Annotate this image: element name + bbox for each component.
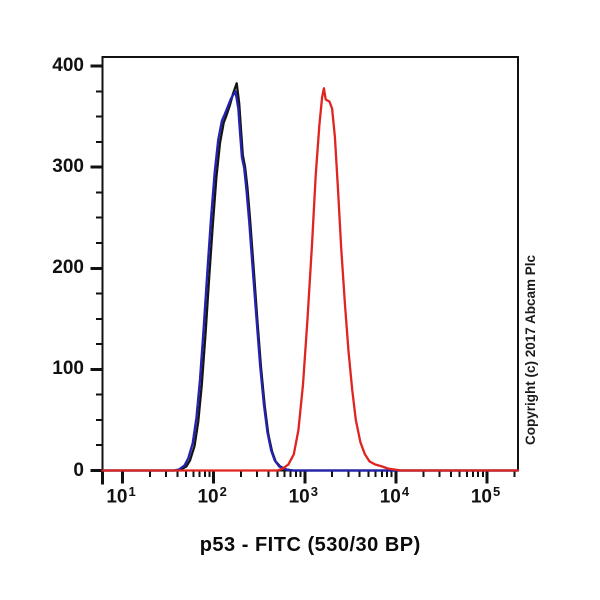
- y-tick-label: 300: [52, 156, 84, 178]
- y-tick-label: 400: [52, 55, 84, 77]
- red-curve: [101, 87, 520, 472]
- blue-curve: [101, 90, 520, 472]
- copyright-text: Copyright (c) 2017 Abcam Plc: [523, 254, 538, 446]
- y-tick-label: 200: [52, 257, 84, 279]
- x-tick-label: 104: [379, 484, 410, 508]
- x-tick-label: 102: [197, 484, 227, 508]
- x-tick-label: 101: [106, 484, 136, 508]
- x-tick-label: 103: [288, 484, 318, 508]
- y-tick-label: 0: [73, 459, 84, 481]
- x-tick-label: 105: [470, 484, 501, 508]
- y-tick-label: 100: [52, 358, 84, 380]
- x-axis-title: p53 - FITC (530/30 BP): [199, 534, 421, 556]
